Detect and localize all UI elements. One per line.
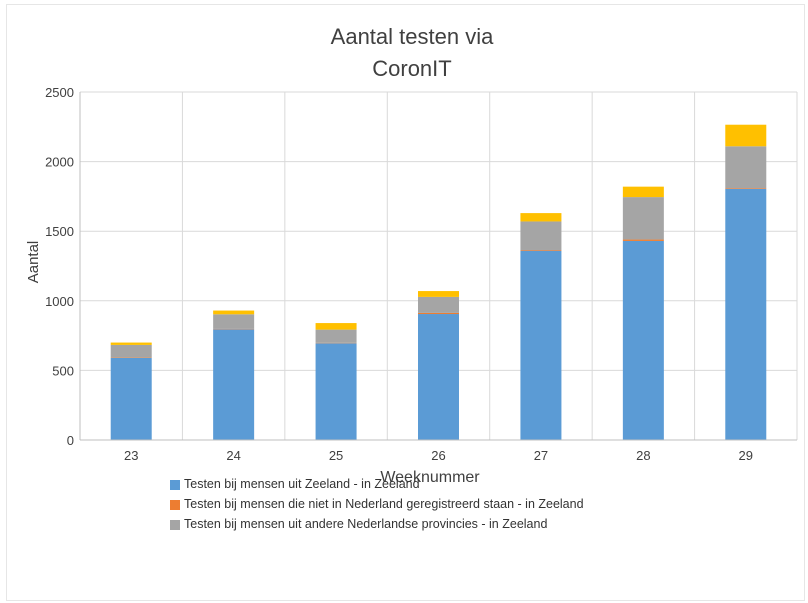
x-tick-label: 24 [226, 448, 240, 463]
bars [110, 124, 767, 440]
bar-segment [622, 240, 664, 440]
bar-segment [418, 291, 459, 297]
x-tick-label: 26 [431, 448, 445, 463]
legend-item: Testen bij mensen uit Zeeland - in Zeela… [170, 476, 630, 493]
bar-segment [520, 250, 562, 440]
x-tick-label: 29 [739, 448, 753, 463]
bar-segment [520, 221, 562, 250]
bar-segment [725, 188, 767, 189]
bar-segment [110, 357, 152, 440]
legend-item: Testen bij mensen uit andere Nederlandse… [170, 516, 630, 533]
bar-segment [110, 342, 152, 345]
x-tick-label: 23 [124, 448, 138, 463]
bar-segment [725, 124, 767, 147]
chart-title-line2: CoronIT [372, 56, 451, 81]
bar-segment [110, 344, 152, 358]
x-tick-label: 27 [534, 448, 548, 463]
bar-segment [418, 296, 459, 313]
y-tick-label: 1000 [45, 294, 74, 309]
legend-label: Testen bij mensen uit andere Nederlandse… [184, 517, 548, 531]
y-tick-label: 1500 [45, 224, 74, 239]
x-tick-label: 28 [636, 448, 650, 463]
chart-title-line1: Aantal testen via [331, 24, 494, 49]
bar-segment [315, 323, 357, 330]
bar-segment [315, 343, 357, 440]
bar-segment [213, 329, 255, 440]
bar-segment [520, 249, 562, 251]
legend-swatch [170, 520, 180, 530]
bar-segment [520, 213, 562, 222]
y-tick-label: 500 [52, 363, 74, 378]
legend-label: Testen bij mensen die niet in Nederland … [184, 497, 584, 511]
legend-swatch [170, 500, 180, 510]
bar-segment [622, 239, 664, 241]
y-tick-label: 0 [67, 433, 74, 448]
bar-segment [418, 312, 459, 315]
bar-segment [315, 329, 357, 343]
bar-segment [622, 186, 664, 198]
axes [79, 92, 797, 441]
legend-label: Testen bij mensen uit Zeeland - in Zeela… [184, 477, 420, 491]
bar-segment [213, 314, 255, 329]
bar-segment [725, 146, 767, 189]
x-tick-labels: 23 24 25 26 27 28 29 [124, 448, 753, 463]
x-tick-label: 25 [329, 448, 343, 463]
bar-segment [725, 188, 767, 440]
legend: Testen bij mensen uit Zeeland - in Zeela… [170, 476, 630, 536]
y-tick-label: 2000 [45, 155, 74, 170]
y-tick-label: 2500 [45, 85, 74, 100]
y-axis-label: Aantal [25, 241, 42, 284]
legend-item: Testen bij mensen die niet in Nederland … [170, 496, 630, 513]
bar-segment [622, 197, 664, 240]
legend-swatch [170, 480, 180, 490]
chart-frame [6, 4, 805, 601]
bar-segment [213, 310, 255, 315]
y-tick-labels: 0 500 1000 1500 2000 2500 [45, 85, 74, 448]
x-axis-label: Weeknummer [380, 469, 480, 486]
bar-segment [418, 314, 459, 440]
